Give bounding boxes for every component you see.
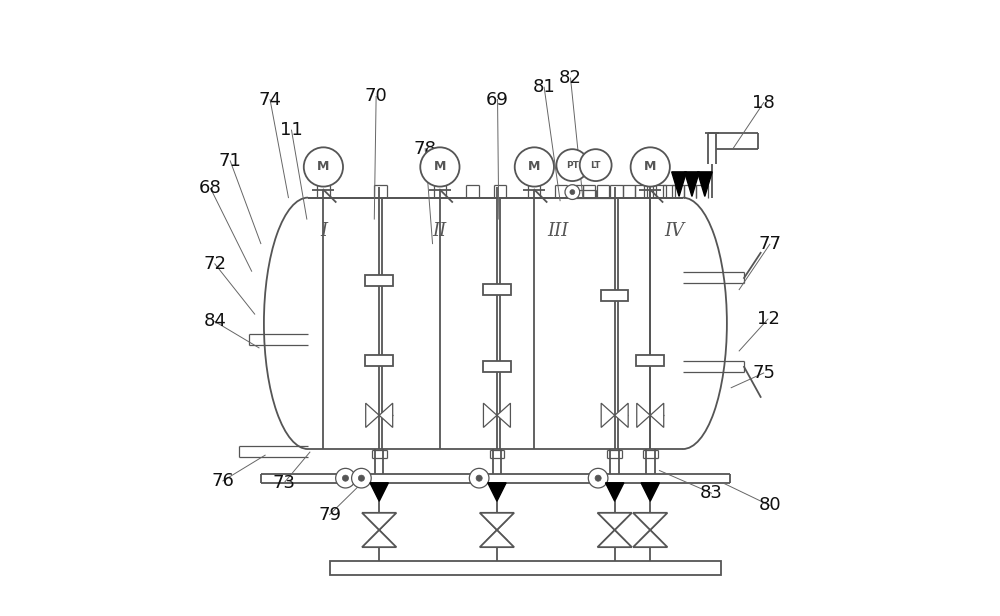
Bar	[601, 290, 628, 301]
Circle shape	[556, 149, 588, 181]
Circle shape	[476, 475, 482, 481]
Text: III: III	[547, 222, 568, 240]
Bar	[365, 275, 393, 286]
Text: 75: 75	[752, 364, 775, 382]
Circle shape	[336, 468, 355, 488]
Polygon shape	[488, 483, 506, 501]
Polygon shape	[366, 403, 379, 428]
Text: 77: 77	[758, 235, 781, 253]
Bar	[330, 561, 721, 575]
Circle shape	[420, 147, 460, 187]
Polygon shape	[370, 483, 388, 501]
Text: M: M	[434, 160, 446, 174]
Text: 12: 12	[757, 310, 779, 328]
Text: 69: 69	[486, 91, 509, 108]
Circle shape	[342, 475, 349, 481]
Circle shape	[570, 190, 575, 195]
Circle shape	[595, 475, 601, 481]
Ellipse shape	[264, 198, 352, 449]
Text: 82: 82	[559, 69, 582, 87]
Text: 79: 79	[318, 506, 341, 524]
Text: 78: 78	[414, 140, 437, 158]
Circle shape	[358, 475, 364, 481]
Polygon shape	[480, 530, 514, 547]
Polygon shape	[685, 172, 699, 197]
Polygon shape	[672, 172, 686, 197]
Polygon shape	[379, 403, 393, 428]
Polygon shape	[633, 530, 667, 547]
Text: 81: 81	[533, 78, 556, 96]
Circle shape	[588, 468, 608, 488]
Polygon shape	[697, 172, 712, 197]
Polygon shape	[483, 403, 497, 428]
Text: 18: 18	[752, 94, 775, 111]
Text: M: M	[644, 160, 656, 174]
Text: IV: IV	[664, 222, 684, 240]
Circle shape	[515, 147, 554, 187]
Text: 74: 74	[259, 91, 282, 108]
Polygon shape	[637, 403, 650, 428]
Text: 80: 80	[759, 496, 781, 514]
Text: PT: PT	[566, 161, 579, 169]
Text: 11: 11	[280, 121, 303, 139]
Bar	[483, 361, 511, 372]
Text: 70: 70	[365, 87, 388, 105]
Text: 83: 83	[700, 484, 723, 502]
Circle shape	[631, 147, 670, 187]
Polygon shape	[601, 403, 615, 428]
Ellipse shape	[639, 198, 727, 449]
Polygon shape	[362, 513, 396, 530]
Polygon shape	[362, 530, 396, 547]
Polygon shape	[480, 513, 514, 530]
Text: M: M	[528, 160, 541, 174]
Text: LT: LT	[590, 161, 601, 169]
Text: 68: 68	[199, 179, 222, 197]
Text: 84: 84	[203, 312, 226, 331]
Polygon shape	[605, 483, 624, 501]
Bar	[365, 355, 393, 366]
Text: 71: 71	[219, 152, 242, 170]
Polygon shape	[598, 513, 632, 530]
Text: M: M	[317, 160, 330, 174]
Polygon shape	[650, 403, 664, 428]
Text: 73: 73	[273, 474, 296, 492]
Polygon shape	[497, 403, 510, 428]
Circle shape	[352, 468, 371, 488]
Polygon shape	[641, 483, 659, 501]
Circle shape	[565, 185, 580, 200]
Bar	[308, 198, 683, 449]
Polygon shape	[615, 403, 628, 428]
Text: II: II	[433, 222, 447, 240]
Circle shape	[469, 468, 489, 488]
Bar	[483, 284, 511, 295]
Polygon shape	[633, 513, 667, 530]
Bar	[636, 355, 664, 366]
Polygon shape	[598, 530, 632, 547]
Circle shape	[304, 147, 343, 187]
Circle shape	[580, 149, 612, 181]
Text: I: I	[320, 222, 327, 240]
Text: 72: 72	[203, 255, 226, 273]
Text: 76: 76	[211, 472, 234, 490]
